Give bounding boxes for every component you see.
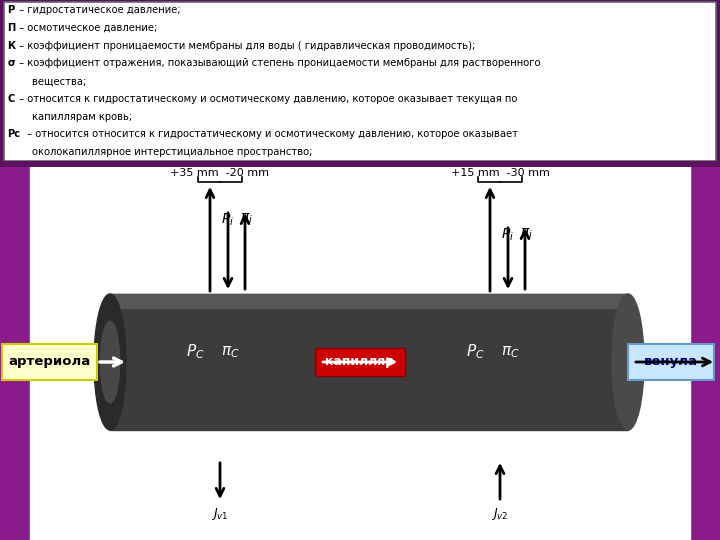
- Text: +15 mm: +15 mm: [196, 450, 244, 460]
- Text: – коэффициент отражения, показывающий степень проницаемости мембраны для раствор: – коэффициент отражения, показывающий ст…: [16, 58, 540, 68]
- Text: +15 mm  -30 mm: +15 mm -30 mm: [451, 168, 549, 178]
- Text: П: П: [7, 23, 15, 33]
- Ellipse shape: [94, 294, 126, 430]
- Text: капиллярам кровь;: капиллярам кровь;: [7, 112, 132, 122]
- Text: $P_i$: $P_i$: [222, 212, 235, 228]
- Text: – относится относится к гидростатическому и осмотическому давлению, которое оказ: – относится относится к гидростатическом…: [24, 130, 518, 139]
- Ellipse shape: [100, 321, 120, 403]
- Text: $\pi_i$: $\pi_i$: [240, 212, 253, 226]
- FancyBboxPatch shape: [2, 344, 97, 380]
- Text: $\pi_C$: $\pi_C$: [500, 344, 519, 360]
- Bar: [110, 294, 628, 308]
- Text: К: К: [7, 40, 15, 51]
- FancyBboxPatch shape: [628, 344, 714, 380]
- Text: $P_i$: $P_i$: [502, 227, 515, 244]
- Text: венула: венула: [644, 355, 698, 368]
- Text: $\pi_C$: $\pi_C$: [221, 344, 239, 360]
- Bar: [0, 162, 30, 540]
- Text: $P_C$: $P_C$: [466, 343, 485, 361]
- Text: $J_{v1}$: $J_{v1}$: [211, 506, 229, 522]
- Text: P: P: [7, 5, 14, 15]
- Text: $J_{v2}$: $J_{v2}$: [491, 506, 509, 522]
- Text: +35 mm  -20 mm: +35 mm -20 mm: [171, 168, 269, 178]
- Text: артериола: артериола: [9, 355, 91, 368]
- Bar: [110, 294, 628, 430]
- Text: – осмотическое давление;: – осмотическое давление;: [16, 23, 157, 33]
- FancyBboxPatch shape: [315, 348, 405, 376]
- Bar: [690, 162, 720, 540]
- Text: – относится к гидростатическому и осмотическому давлению, которое оказывает теку: – относится к гидростатическому и осмоти…: [16, 94, 517, 104]
- FancyBboxPatch shape: [4, 3, 716, 161]
- Text: σ: σ: [7, 58, 15, 68]
- Text: околокапиллярное интерстициальное пространство;: околокапиллярное интерстициальное простр…: [7, 147, 312, 157]
- Text: – гидростатическое давление;: – гидростатическое давление;: [16, 5, 181, 15]
- Text: Рс: Рс: [7, 130, 20, 139]
- Text: – коэффициент проницаемости мембраны для воды ( гидравлическая проводимость);: – коэффициент проницаемости мембраны для…: [16, 40, 475, 51]
- Text: −15 mm: −15 mm: [476, 450, 524, 460]
- Text: С: С: [7, 94, 14, 104]
- Text: $P_C$: $P_C$: [186, 343, 204, 361]
- Ellipse shape: [612, 294, 644, 430]
- Text: капилляр: капилляр: [325, 355, 395, 368]
- Text: $\pi_i$: $\pi_i$: [521, 227, 534, 241]
- Text: вещества;: вещества;: [7, 76, 86, 86]
